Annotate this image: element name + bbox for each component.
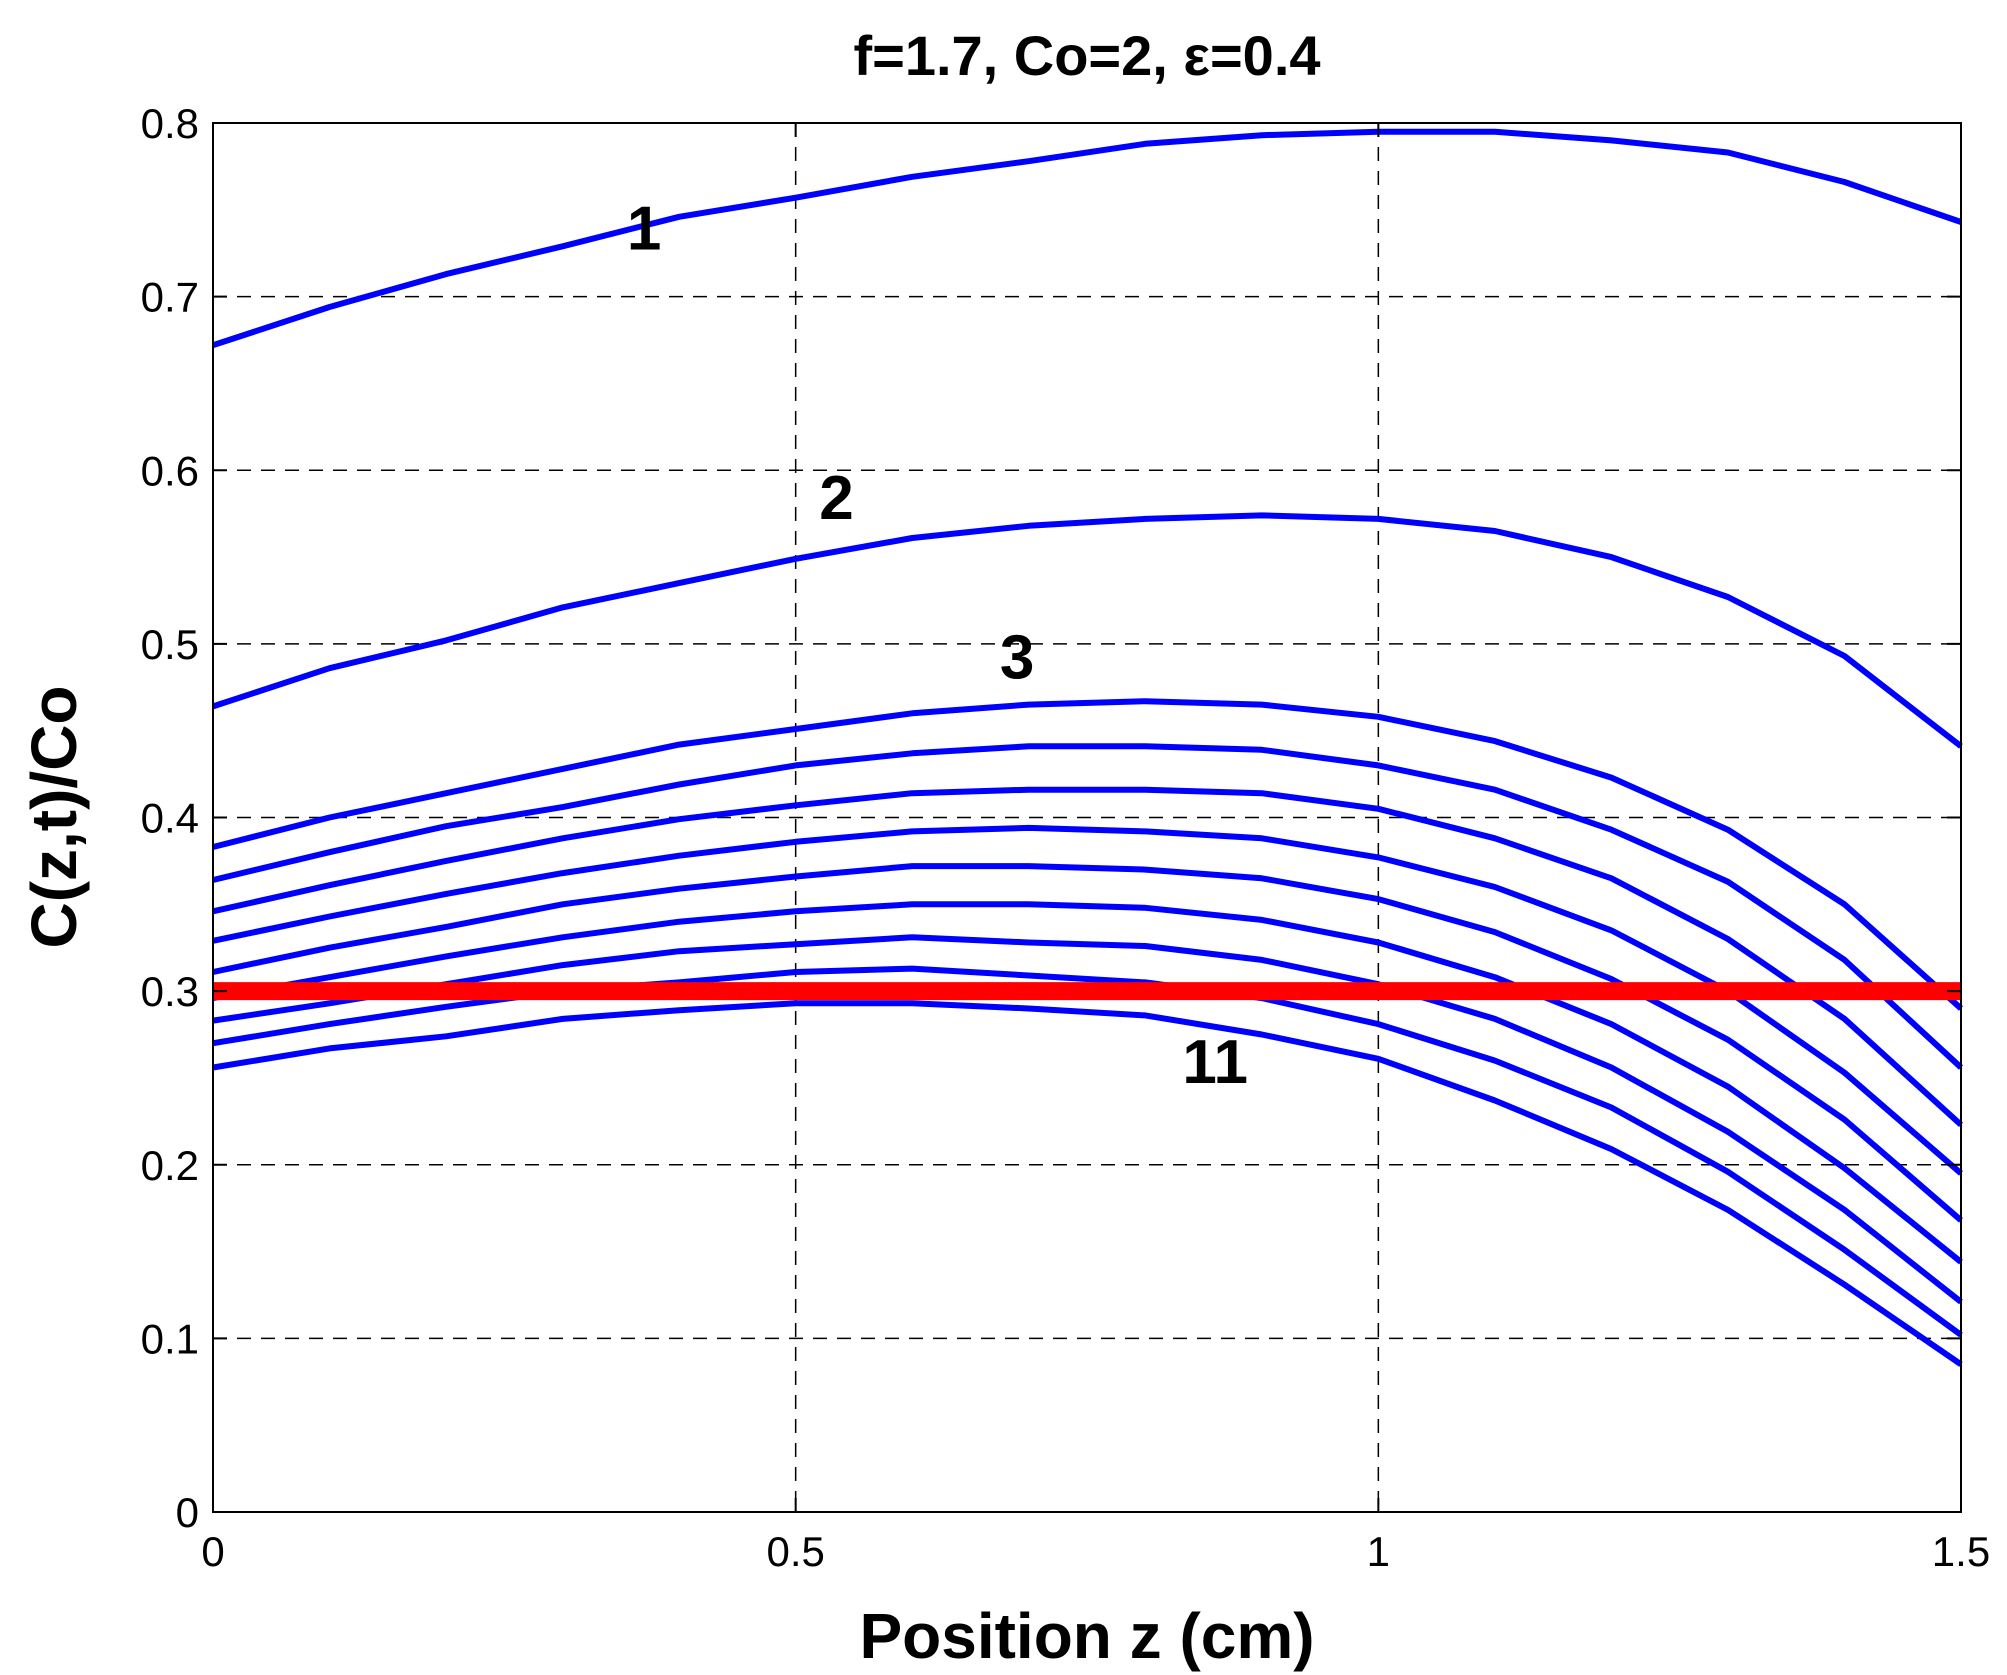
y-tick-label: 0.7 bbox=[141, 274, 199, 321]
curve-series-8 bbox=[212, 901, 1963, 1265]
y-tick-label: 0.2 bbox=[141, 1142, 199, 1189]
curve-series-9 bbox=[212, 934, 1963, 1305]
chart-title: f=1.7, Co=2, ε=0.4 bbox=[853, 24, 1320, 87]
curve-series-5 bbox=[212, 786, 1964, 1128]
curve-series-4 bbox=[212, 743, 1964, 1070]
curve-annotation-11: 11 bbox=[1182, 1028, 1248, 1097]
curve-series-7 bbox=[212, 863, 1963, 1223]
curve-series-1 bbox=[212, 128, 1962, 349]
axis-ticks: 0 0.5 1 1.5 0 0.1 0.2 0.3 0.4 0.5 0.6 0.7 0.8 bbox=[141, 100, 1991, 1575]
curve-annotation-2: 2 bbox=[819, 464, 853, 533]
y-tick-label: 0.3 bbox=[141, 968, 199, 1015]
x-axis-label: Position z (cm) bbox=[859, 1600, 1314, 1672]
curve-annotation-3: 3 bbox=[1000, 624, 1034, 693]
y-tick-label: 0.6 bbox=[141, 447, 199, 494]
y-tick-label: 0.8 bbox=[141, 100, 199, 147]
curve-series-3 bbox=[212, 698, 1963, 1011]
curve-annotation-1: 1 bbox=[627, 195, 661, 264]
curve-series-6 bbox=[212, 824, 1963, 1176]
curve-series-2 bbox=[212, 512, 1963, 749]
x-tick-label: 1.5 bbox=[1932, 1528, 1990, 1575]
x-tick-label: 1 bbox=[1367, 1528, 1390, 1575]
x-tick-label: 0 bbox=[201, 1528, 224, 1575]
y-tick-label: 0 bbox=[176, 1489, 199, 1536]
y-tick-label: 0.1 bbox=[141, 1315, 199, 1362]
curve-annotations: 1 2 3 11 bbox=[627, 195, 1248, 1097]
y-tick-label: 0.5 bbox=[141, 621, 199, 668]
y-axis-label: C(z,t)/Co bbox=[18, 685, 90, 948]
data-series bbox=[212, 128, 1964, 1367]
curve-series-11 bbox=[212, 1000, 1963, 1367]
x-tick-label: 0.5 bbox=[766, 1528, 824, 1575]
y-tick-label: 0.4 bbox=[141, 795, 199, 842]
